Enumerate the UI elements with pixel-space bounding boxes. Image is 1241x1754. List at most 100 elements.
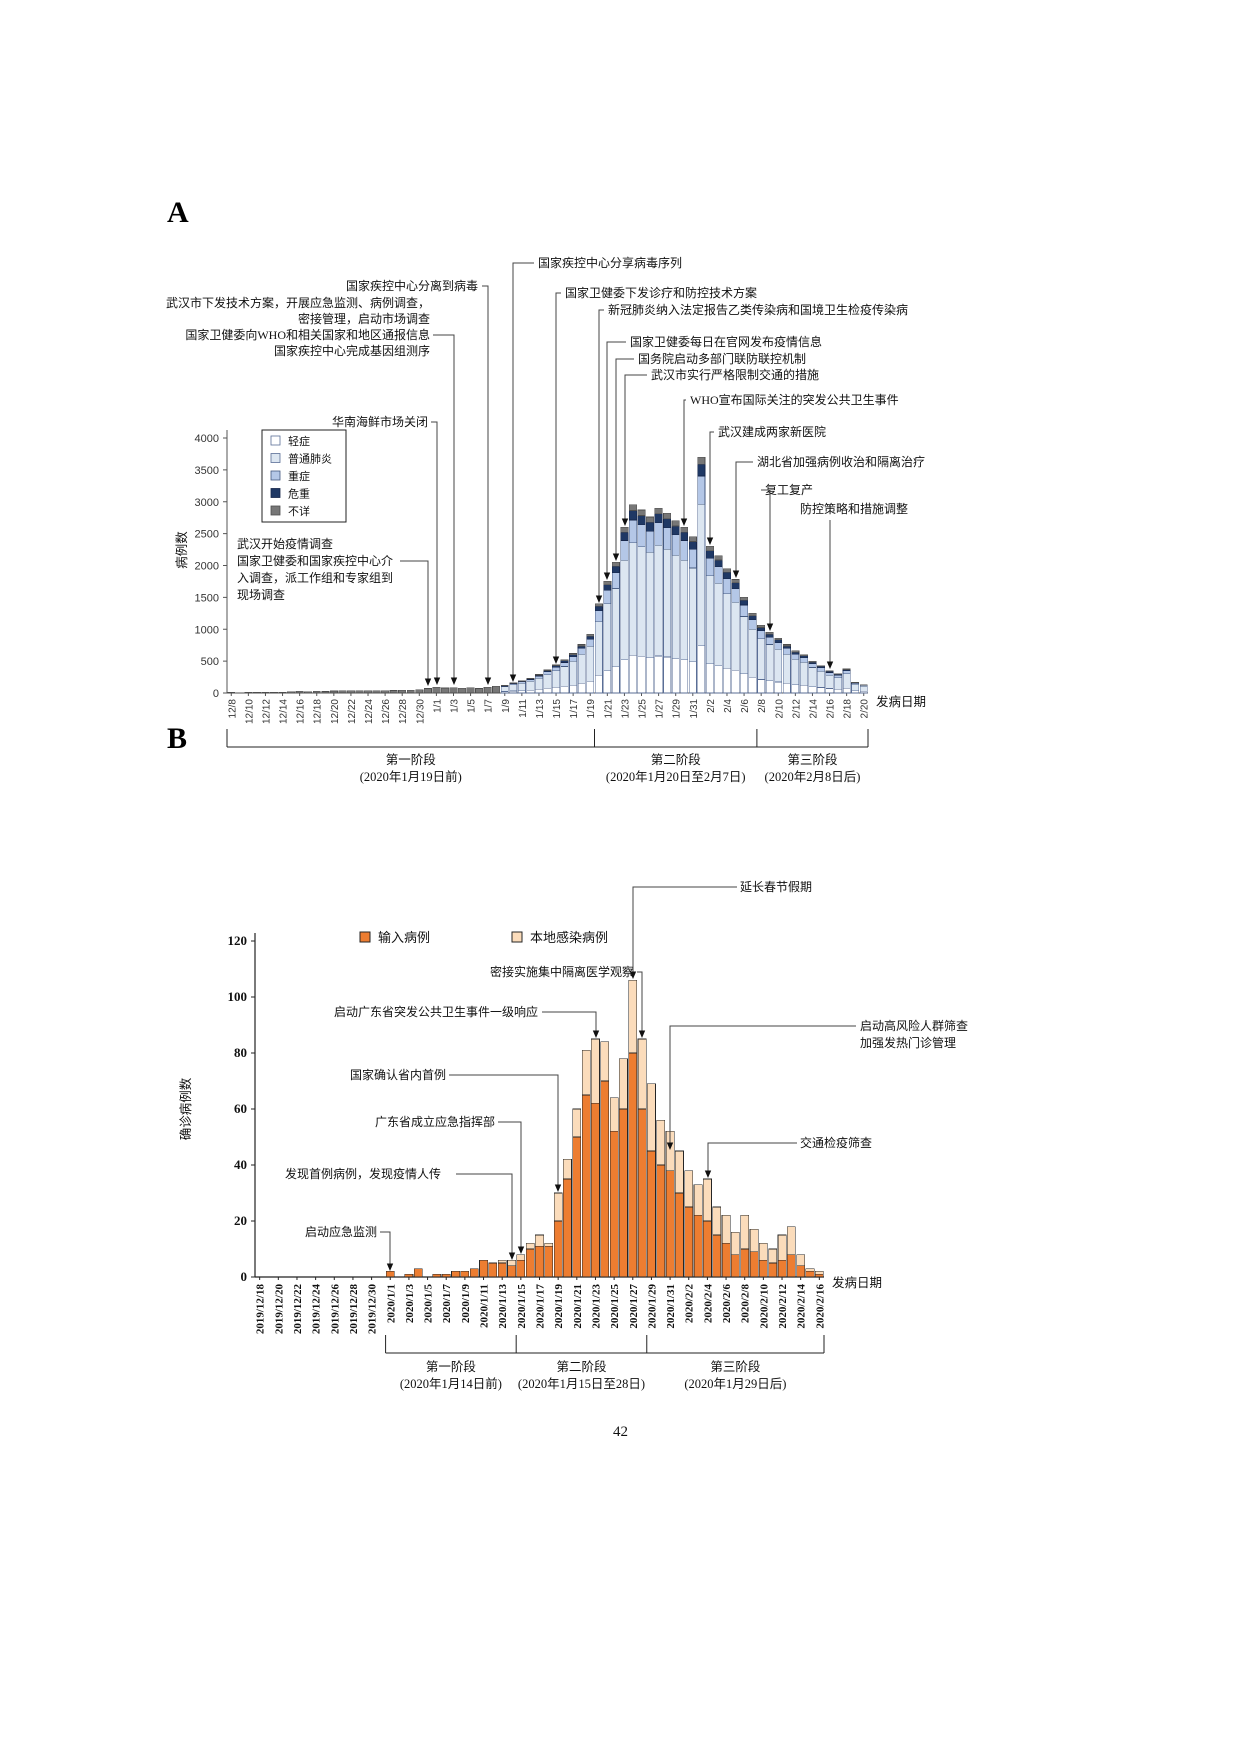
b-bar-segment <box>553 1220 563 1278</box>
b-bar-segment <box>786 1226 796 1255</box>
a-bar-segment <box>449 687 458 694</box>
a-bar-segment <box>509 682 518 684</box>
a-bar-segment <box>731 582 740 589</box>
a-bar-segment <box>543 671 552 675</box>
b-bar-segment <box>693 1184 703 1216</box>
a-bar-segment <box>423 688 432 694</box>
b-bar-segment <box>609 1097 619 1132</box>
a-bar-segment <box>680 659 689 694</box>
a-annotation-treatment-protocol: 国家卫健委下发诊疗和防控技术方案 <box>552 285 757 664</box>
a-bar-segment <box>740 597 749 601</box>
b-bar-segment <box>628 1052 638 1278</box>
b-bar-segment <box>619 1058 628 1110</box>
a-bar-segment <box>680 526 689 533</box>
annotation-text: 国家疾控中心分享病毒序列 <box>538 255 682 270</box>
a-bar-segment <box>688 541 697 550</box>
a-xtick-label: 12/26 <box>381 699 392 724</box>
legend-label-2: 普通肺炎 <box>288 452 332 466</box>
a-bar-segment <box>270 692 278 694</box>
a-xtick-label: 1/29 <box>672 699 683 719</box>
a-bar-segment <box>859 686 868 692</box>
a-bars <box>227 456 868 694</box>
a-bar-segment <box>552 664 561 667</box>
arrowhead-icon <box>766 623 774 631</box>
b-stage-brackets: 第一阶段 (2020年1月14日前) 第二阶段 (2020年1月15日至28日) 第三阶… <box>385 1335 825 1391</box>
annotation-text: 延长春节假期 <box>740 880 812 894</box>
a-bar-segment <box>765 644 774 682</box>
a-ytick-label: 4000 <box>195 433 219 445</box>
a-bar-segment <box>740 599 749 606</box>
a-bar-segment <box>851 684 860 692</box>
a-bar-segment <box>577 644 586 647</box>
a-bar-segment <box>808 663 817 668</box>
b-bar-segment <box>525 1248 535 1278</box>
arrowhead-icon <box>424 678 432 686</box>
a-xtick-label: 2/4 <box>723 699 734 713</box>
b-stage-label-3: 第三阶段 <box>710 1359 760 1374</box>
arrowhead-icon <box>484 677 492 685</box>
a-xtick-label: 12/8 <box>227 699 238 719</box>
b-bar-segment <box>768 1262 778 1278</box>
a-annotation-wuhan-technical-plan: 武汉市下发技术方案，开展应急监测、病例调查，密接管理，启动市场调查国家卫健委向W… <box>166 295 458 685</box>
b-xtick-label: 2020/1/31 <box>665 1284 677 1329</box>
a-bar-segment <box>671 525 680 535</box>
a-bar-segment <box>611 565 620 574</box>
chart-b: 0 20 40 60 80 100 120 2019/12/18 2019/12/20 2019/… <box>160 825 1100 1415</box>
a-xtick-label: 12/22 <box>347 699 358 724</box>
b-y-axis-title: 确诊病例数 <box>178 1077 193 1140</box>
a-stage-brackets: 第一阶段 (2020年1月19日前) 第二阶段 (2020年1月20日至2月7日) 第三… <box>226 729 869 784</box>
a-stage-label-2: 第二阶段 <box>651 752 701 767</box>
b-x-axis-title: 发病日期 <box>832 1275 882 1290</box>
b-bar-segment <box>684 1170 694 1208</box>
a-bar-segment <box>321 691 330 694</box>
a-stage-sublabel-1: (2020年1月19日前) <box>360 769 462 784</box>
arrowhead-icon <box>826 661 834 669</box>
a-stage-sublabel-3: (2020年2月8日后) <box>765 770 861 784</box>
a-bar-segment <box>406 689 415 694</box>
a-bar-segment <box>637 546 646 657</box>
a-bar-segment <box>663 512 672 519</box>
a-bar-segment <box>757 679 766 694</box>
annotation-text: 广东省成立应急指挥部 <box>375 1114 495 1129</box>
b-annotation-level1-response: 启动广东省突发公共卫生事件一级响应 <box>334 1004 600 1038</box>
b-bar-segment <box>628 979 638 1054</box>
a-bar-segment <box>663 518 672 528</box>
a-bar-segment <box>842 687 851 694</box>
a-bar-segment <box>714 555 723 561</box>
b-bar-segment <box>591 1038 600 1104</box>
a-bar-segment <box>842 670 851 674</box>
b-xtick-label: 2020/2/4 <box>702 1284 714 1324</box>
b-bar-segment <box>544 1245 554 1278</box>
b-xtick-label: 2019/12/26 <box>329 1284 341 1335</box>
annotation-text: 国家疾控中心完成基因组测序 <box>274 343 430 358</box>
a-bar-segment <box>577 683 586 694</box>
b-bar-segment <box>553 1192 563 1222</box>
section-b-label: B <box>167 722 188 755</box>
a-annotation-who-pheic: WHO宣布国际关注的突发公共卫生事件 <box>680 392 899 526</box>
annotation-text: 复工复产 <box>765 483 813 497</box>
b-bars <box>385 979 824 1278</box>
a-bar-segment <box>526 678 535 680</box>
b-bar-segment <box>731 1231 740 1255</box>
a-xtick-label: 12/20 <box>330 699 341 724</box>
b-bar-segment <box>768 1248 778 1264</box>
b-bar-segment <box>516 1254 526 1261</box>
annotation-text: 启动高风险人群筛查 <box>860 1018 968 1033</box>
legend-label-1: 输入病例 <box>378 930 430 945</box>
a-bar-segment <box>295 691 304 694</box>
a-bar-segment <box>534 675 543 679</box>
b-ytick-label: 120 <box>228 933 248 948</box>
a-bar-segment <box>825 672 834 676</box>
a-bar-segment <box>552 687 561 694</box>
a-bar-segment <box>594 621 603 676</box>
a-bar-segment <box>500 686 509 692</box>
b-ytick-label: 100 <box>228 989 248 1004</box>
legend-swatch-3 <box>270 470 281 481</box>
a-bar-segment <box>825 674 834 689</box>
a-bar-segment <box>475 688 484 694</box>
a-bar-segment <box>466 687 475 694</box>
a-xtick-label: 12/30 <box>415 699 426 724</box>
a-bar-segment <box>440 687 449 694</box>
b-xtick-label: 2019/12/24 <box>311 1284 323 1335</box>
b-bar-segment <box>451 1271 460 1278</box>
